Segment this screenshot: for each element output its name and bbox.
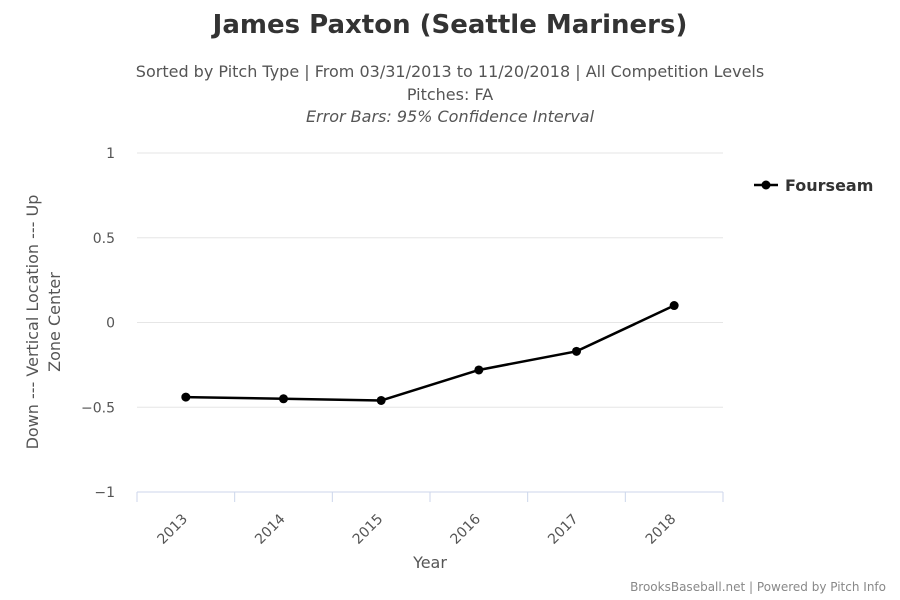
chart-subtitle-pitches: Pitches: FA: [406, 85, 494, 104]
grid-lines: [137, 152, 723, 408]
data-point[interactable]: [279, 394, 288, 404]
legend-label: Fourseam: [785, 176, 873, 195]
series-fourseam: [181, 301, 679, 405]
x-tick-label: 2016: [447, 511, 484, 548]
x-axis: 2013 2014 2015 2016 2017 2018: [136, 491, 724, 548]
x-tick-label: 2015: [350, 511, 387, 548]
x-tick-label: 2013: [154, 511, 191, 548]
data-point[interactable]: [181, 392, 191, 402]
y-tick-label: −1: [94, 485, 115, 501]
chart-subtitle: Sorted by Pitch Type | From 03/31/2013 t…: [135, 62, 765, 81]
data-point[interactable]: [376, 395, 386, 405]
y-tick-label: −0.5: [81, 400, 115, 416]
series-line: [185, 304, 675, 402]
chart-title: James Paxton (Seattle Mariners): [212, 10, 688, 40]
credits[interactable]: BrooksBaseball.net | Powered by Pitch In…: [630, 580, 886, 594]
y-axis-title: Down --- Vertical Location --- Up: [23, 195, 42, 450]
y-axis-subtitle: Zone Center: [45, 272, 64, 372]
x-tick-label: 2017: [545, 511, 582, 548]
chart-subtitle-error-bars: Error Bars: 95% Confidence Interval: [305, 107, 595, 126]
data-point[interactable]: [572, 346, 581, 356]
legend-marker: [761, 180, 771, 190]
x-axis-title: Year: [412, 553, 447, 572]
x-tick-label: 2018: [643, 511, 680, 548]
y-axis-ticks: 1 0.5 0 −0.5 −1: [81, 146, 115, 501]
data-point[interactable]: [669, 301, 679, 311]
y-tick-label: 0.5: [93, 231, 115, 247]
data-point[interactable]: [474, 365, 484, 375]
y-tick-label: 0: [106, 316, 115, 332]
y-tick-label: 1: [106, 146, 115, 162]
legend[interactable]: Fourseam: [754, 176, 873, 195]
x-tick-label: 2014: [252, 511, 289, 548]
